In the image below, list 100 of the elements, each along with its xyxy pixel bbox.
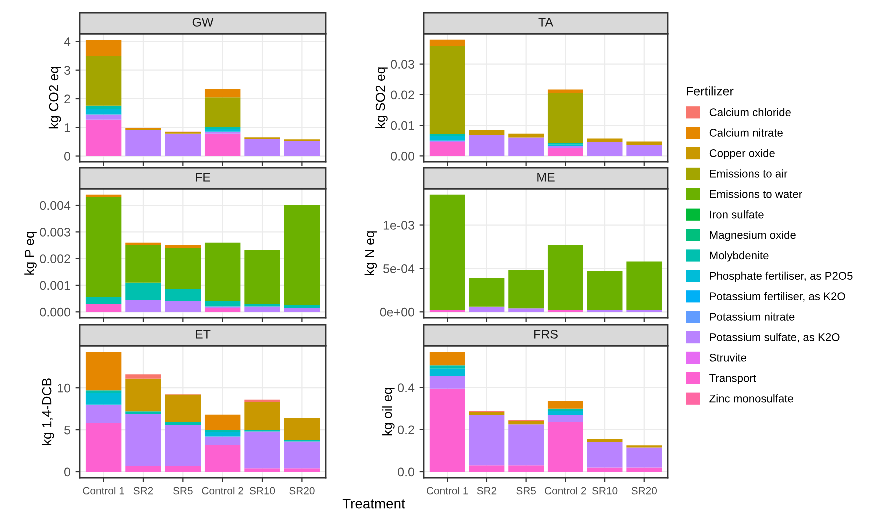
- y-tick-label: 4: [64, 38, 71, 46]
- bar: [548, 422, 584, 472]
- bar: [430, 142, 466, 156]
- bar: [469, 135, 505, 156]
- y-tick-label: 3: [64, 66, 70, 76]
- bar: [587, 468, 623, 472]
- bar: [86, 390, 122, 394]
- bar: [86, 56, 122, 106]
- y-axis-title: kg CO2 eq: [48, 67, 62, 129]
- bar: [587, 142, 623, 156]
- x-tick-label: SR2: [477, 487, 497, 495]
- bar: [86, 423, 122, 472]
- bar: [508, 308, 544, 312]
- y-tick-label: 0.02: [391, 90, 414, 100]
- bar: [244, 250, 280, 304]
- y-tick-label: 1: [64, 124, 70, 132]
- bar: [548, 410, 584, 416]
- bar: [508, 270, 544, 309]
- bar: [204, 430, 241, 433]
- legend-label: Potassium fertiliser, as K2O: [710, 292, 846, 302]
- bar: [204, 414, 241, 430]
- bar: [626, 262, 662, 310]
- bar: [244, 139, 280, 156]
- bar: [587, 138, 623, 142]
- bar: [204, 301, 241, 307]
- chart-title: FE: [196, 173, 210, 182]
- y-tick-label: 0.003: [40, 228, 70, 237]
- chart-title: ET: [196, 330, 211, 339]
- bar: [204, 129, 241, 132]
- bar: [165, 248, 202, 290]
- bar: [284, 418, 320, 440]
- bar: [284, 442, 320, 469]
- bar: [204, 98, 241, 128]
- bar: [430, 40, 466, 47]
- bar: [165, 394, 202, 422]
- bar: [126, 378, 162, 412]
- y-tick-label: 0.00: [391, 152, 414, 161]
- x-axis-title: Treatment: [342, 499, 406, 509]
- bar: [284, 206, 320, 306]
- bar: [204, 445, 241, 472]
- x-tick-label: SR5: [516, 487, 536, 495]
- legend-label: Calcium chloride: [710, 108, 791, 116]
- x-tick-label: Control 1: [83, 487, 124, 495]
- bar: [165, 466, 202, 472]
- legend-title: Fertilizer: [687, 86, 734, 96]
- bar: [587, 271, 623, 310]
- bar: [587, 442, 623, 468]
- legend-label: Emissions to air: [710, 170, 788, 178]
- bar: [244, 306, 280, 312]
- legend-label: Iron sulfate: [710, 210, 764, 219]
- y-tick-label: 0.004: [40, 201, 71, 210]
- bar: [548, 146, 584, 149]
- x-tick-label: Control 2: [545, 487, 586, 495]
- bar: [430, 352, 466, 366]
- bar: [508, 424, 544, 466]
- bar: [469, 130, 505, 136]
- bar: [86, 40, 122, 56]
- bar: [284, 141, 320, 156]
- bar: [244, 400, 280, 402]
- y-tick-label: 1e-03: [384, 221, 414, 230]
- chart-title: TA: [538, 18, 554, 27]
- bar: [204, 308, 241, 312]
- y-tick-label: 0: [64, 152, 70, 161]
- y-tick-label: 0.000: [40, 308, 70, 317]
- x-tick-label: Control 1: [427, 487, 468, 495]
- bar: [86, 352, 122, 391]
- bar: [244, 468, 280, 472]
- legend-label: Magnesium oxide: [710, 230, 796, 242]
- legend-label: Emissions to water: [710, 190, 802, 198]
- bar: [469, 412, 505, 416]
- bar: [126, 374, 162, 379]
- bar: [86, 106, 122, 110]
- legend-label: Molybdenite: [710, 251, 769, 262]
- bar: [284, 308, 320, 312]
- bar: [86, 109, 122, 115]
- bar: [430, 368, 466, 376]
- y-tick-label: 2: [64, 94, 70, 104]
- bar: [86, 297, 122, 304]
- bar: [430, 46, 466, 134]
- x-tick-label: SR2: [134, 487, 154, 495]
- bar: [430, 388, 466, 472]
- y-tick-label: 0: [64, 468, 70, 477]
- bar: [165, 246, 202, 248]
- bar: [508, 466, 544, 472]
- bar: [86, 194, 122, 198]
- y-tick-label: 0.03: [391, 60, 414, 69]
- bar: [126, 130, 162, 156]
- bar: [508, 421, 544, 425]
- bar: [165, 301, 202, 312]
- bar: [626, 448, 662, 468]
- bar: [548, 415, 584, 423]
- bar: [430, 194, 466, 310]
- bar: [204, 436, 241, 446]
- bar: [244, 402, 280, 430]
- bar: [548, 93, 584, 144]
- bar: [430, 366, 466, 369]
- bar: [126, 300, 162, 312]
- bar: [86, 304, 122, 312]
- bar: [430, 136, 466, 141]
- y-tick-label: 10: [58, 384, 70, 393]
